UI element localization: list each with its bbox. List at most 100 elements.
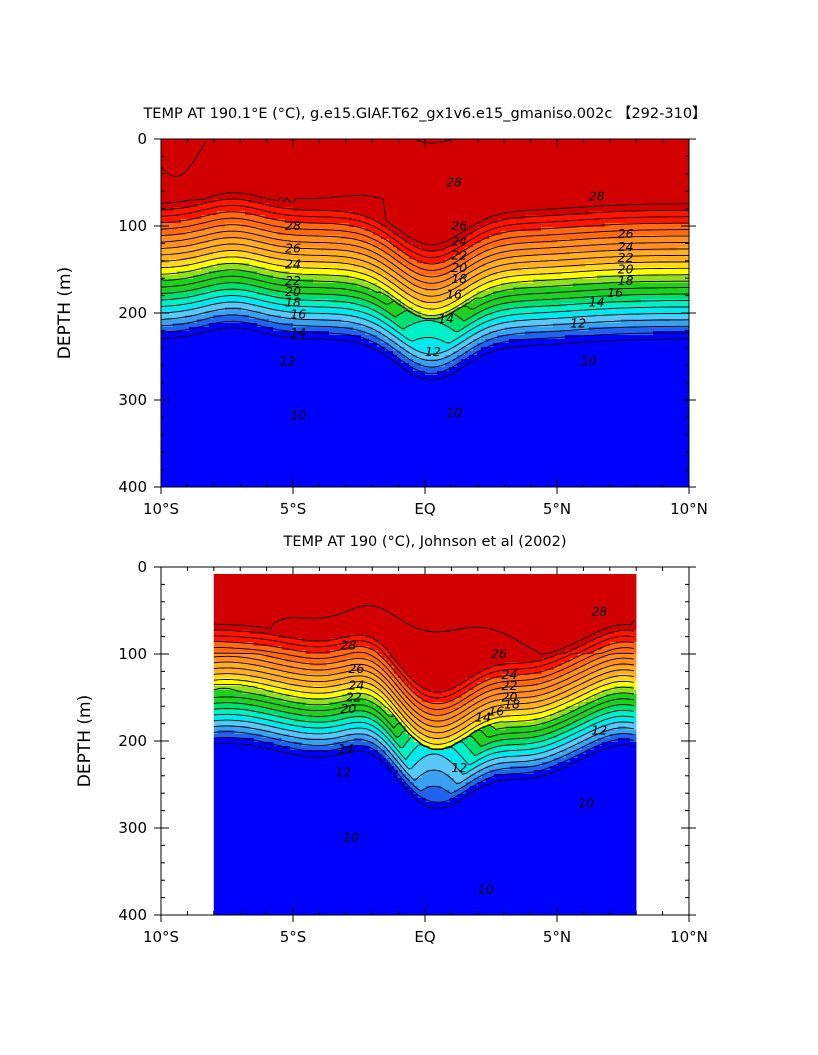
contour-label: 22	[285, 273, 301, 288]
contour-label: 28	[591, 604, 607, 619]
contour-label: 12	[280, 354, 296, 369]
contour-label: 10	[478, 882, 494, 897]
y-tick-label: 400	[118, 906, 147, 924]
isotherm-line	[161, 288, 689, 333]
bottom-temperature-fill	[213, 573, 637, 915]
isotherm-line	[213, 673, 634, 739]
isotherm-line	[213, 679, 634, 745]
isotherm-line	[161, 308, 689, 362]
y-tick-label: 200	[118, 732, 147, 750]
contour-label: 24	[285, 256, 301, 271]
contour-label: 10	[290, 408, 306, 423]
x-tick-label: 5°N	[543, 500, 571, 518]
top-axes: 10°S 5°S EQ 5°N 10°N 0 100 200 300 400	[118, 130, 708, 518]
y-tick-label: 200	[118, 304, 147, 322]
y-tick-label: 0	[137, 130, 147, 148]
isotherm-line	[161, 192, 689, 246]
contour-label: 24	[451, 234, 467, 249]
top-temperature-fill	[161, 139, 689, 487]
top-chart-title: TEMP AT 190.1°E (°C), g.e15.GIAF.T62_gx1…	[142, 105, 706, 122]
isotherm-line	[161, 204, 689, 258]
x-tick-label: EQ	[414, 500, 435, 518]
contour-label: 28	[340, 637, 356, 652]
contour-label: 16	[290, 307, 306, 322]
isotherm-line	[213, 725, 634, 785]
isotherm-line	[161, 314, 689, 368]
contour-label: 14	[589, 295, 605, 310]
contour-label: 24	[618, 239, 634, 254]
contour-label: 28	[589, 188, 605, 203]
isotherm-line	[213, 652, 634, 716]
contour-label: 14	[475, 710, 491, 725]
contour-label: 20	[451, 260, 467, 275]
contour-label: 12	[451, 760, 467, 775]
isotherm-line	[161, 224, 689, 278]
y-tick-label: 100	[118, 645, 147, 663]
contour-label: 18	[285, 295, 301, 310]
bottom-chart-title: TEMP AT 190 (°C), Johnson et al (2002)	[282, 534, 566, 550]
isotherm-line	[161, 141, 207, 178]
isotherm-line	[213, 667, 634, 734]
bottom-axes: 10°S 5°S EQ 5°N 10°N 0 100 200 300 400	[118, 558, 708, 946]
contour-label: 10	[578, 796, 594, 811]
contour-label: 22	[346, 690, 362, 705]
bottom-isotherm-lines	[213, 605, 635, 809]
contour-label: 22	[451, 248, 467, 263]
top-y-axis-label: DEPTH (m)	[55, 267, 75, 359]
x-tick-label: 10°N	[670, 928, 708, 946]
x-tick-label: 10°S	[143, 928, 179, 946]
isotherm-line	[213, 719, 634, 775]
x-tick-label: 5°S	[280, 928, 307, 946]
isotherm-line	[161, 237, 689, 291]
contour-label: 10	[446, 405, 462, 420]
contour-label: 14	[290, 325, 306, 340]
contour-label: 14	[438, 311, 454, 326]
isotherm-line	[161, 217, 689, 271]
isotherm-line	[161, 243, 689, 297]
isotherm-line	[213, 661, 634, 728]
contour-label: 24	[348, 677, 364, 692]
contour-label: 12	[425, 344, 441, 359]
contour-label: 20	[285, 284, 301, 299]
contour-label: 16	[488, 703, 504, 718]
x-tick-label: 10°S	[143, 500, 179, 518]
contour-label: 12	[591, 723, 607, 738]
bottom-y-axis-label: DEPTH (m)	[75, 695, 95, 787]
x-tick-label: 5°S	[280, 500, 307, 518]
isotherm-line	[161, 301, 689, 355]
contour-label: 10	[581, 354, 597, 369]
contour-label: 12	[335, 764, 351, 779]
y-tick-label: 300	[118, 391, 147, 409]
contour-label: 28	[446, 175, 462, 190]
x-tick-label: EQ	[414, 928, 435, 946]
y-tick-label: 100	[118, 217, 147, 235]
y-tick-label: 0	[137, 558, 147, 576]
contour-label: 18	[504, 696, 520, 711]
isotherm-line	[161, 230, 689, 284]
contour-label: 26	[618, 226, 634, 241]
observed-temperature-section: TEMP AT 190 (°C), Johnson et al (2002) 2…	[75, 534, 708, 946]
isotherm-line	[161, 198, 689, 252]
isotherm-line	[213, 737, 634, 803]
isotherm-line	[213, 646, 634, 710]
isotherm-line	[161, 211, 689, 265]
contour-label: 22	[618, 250, 634, 265]
contour-label: 20	[618, 262, 634, 277]
contour-label: 10	[343, 830, 359, 845]
isotherm-line	[161, 250, 689, 304]
contour-label: 20	[340, 701, 356, 716]
contour-label: 22	[502, 678, 518, 693]
contour-label: 26	[491, 646, 507, 661]
contour-label: 18	[451, 271, 467, 286]
isotherm-line	[161, 327, 689, 381]
contour-label: 16	[446, 287, 462, 302]
x-tick-label: 5°N	[543, 928, 571, 946]
contour-label: 26	[348, 661, 364, 676]
contour-label: 26	[451, 218, 467, 233]
contour-label: 16	[607, 285, 623, 300]
isotherm-line	[213, 684, 634, 750]
isotherm-line	[213, 635, 634, 699]
